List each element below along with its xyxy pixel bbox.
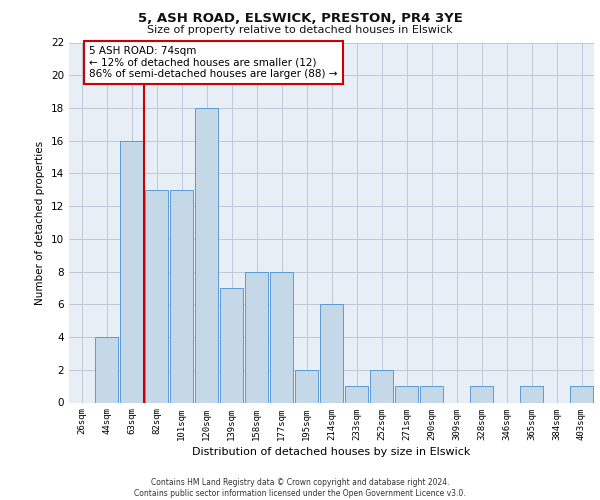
Text: 5, ASH ROAD, ELSWICK, PRESTON, PR4 3YE: 5, ASH ROAD, ELSWICK, PRESTON, PR4 3YE	[137, 12, 463, 26]
Bar	[145, 190, 169, 402]
Bar	[95, 337, 118, 402]
Bar	[370, 370, 394, 402]
X-axis label: Distribution of detached houses by size in Elswick: Distribution of detached houses by size …	[193, 446, 470, 456]
Bar	[220, 288, 244, 403]
Bar	[295, 370, 319, 402]
Text: Size of property relative to detached houses in Elswick: Size of property relative to detached ho…	[147, 25, 453, 35]
Y-axis label: Number of detached properties: Number of detached properties	[35, 140, 46, 304]
Bar	[395, 386, 418, 402]
Bar	[344, 386, 368, 402]
Text: Contains HM Land Registry data © Crown copyright and database right 2024.
Contai: Contains HM Land Registry data © Crown c…	[134, 478, 466, 498]
Text: 5 ASH ROAD: 74sqm
← 12% of detached houses are smaller (12)
86% of semi-detached: 5 ASH ROAD: 74sqm ← 12% of detached hous…	[89, 46, 337, 79]
Bar	[119, 140, 143, 402]
Bar	[419, 386, 443, 402]
Bar	[170, 190, 193, 402]
Bar	[269, 272, 293, 402]
Bar	[470, 386, 493, 402]
Bar	[194, 108, 218, 403]
Bar	[520, 386, 544, 402]
Bar	[320, 304, 343, 402]
Bar	[245, 272, 268, 402]
Bar	[569, 386, 593, 402]
